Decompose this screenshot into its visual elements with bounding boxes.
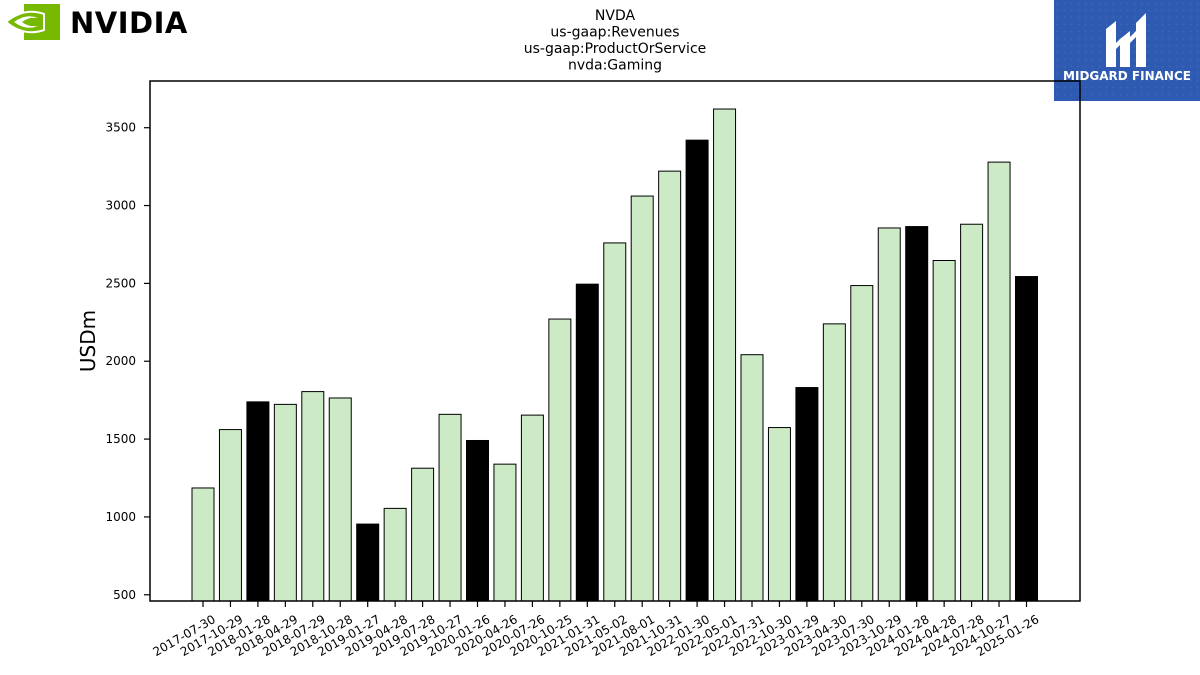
nvidia-logo: NVIDIA bbox=[4, 4, 194, 42]
bar-2017-07-30 bbox=[191, 487, 215, 602]
bar-2022-10-30 bbox=[767, 427, 791, 602]
bar-2021-05-02 bbox=[603, 242, 627, 602]
y-tick-label: 3000 bbox=[105, 199, 136, 213]
bar-2020-01-26 bbox=[466, 439, 489, 602]
plot-frame bbox=[149, 80, 1081, 602]
y-tick-label: 500 bbox=[113, 588, 136, 602]
chart-title-line: us-gaap:Revenues bbox=[550, 25, 679, 41]
bar-2023-07-30 bbox=[850, 285, 874, 602]
bar-2018-04-29 bbox=[273, 403, 297, 602]
bar-2019-07-28 bbox=[411, 467, 435, 602]
midgard-monogram-icon bbox=[1106, 13, 1146, 67]
y-tick-label: 1500 bbox=[105, 432, 136, 446]
bar-2022-05-01 bbox=[713, 108, 737, 602]
bar-2023-04-30 bbox=[822, 323, 846, 602]
bar-2020-07-26 bbox=[520, 414, 544, 602]
bar-2019-04-28 bbox=[383, 507, 407, 602]
x-axis: 2017-07-302017-10-292018-01-282018-04-29… bbox=[150, 601, 1041, 659]
bar-2025-01-26 bbox=[1015, 276, 1038, 602]
bar-2020-04-26 bbox=[493, 463, 517, 602]
y-axis-label: USDm bbox=[76, 310, 100, 372]
bar-2018-07-29 bbox=[301, 391, 325, 602]
bar-2017-10-29 bbox=[218, 429, 242, 602]
bar-2022-07-31 bbox=[740, 354, 764, 602]
bar-2021-08-01 bbox=[630, 195, 654, 602]
chart-title-line: NVDA bbox=[595, 8, 636, 24]
bar-2024-04-28 bbox=[932, 260, 956, 602]
y-tick-label: 2500 bbox=[105, 276, 136, 290]
nvidia-eye-icon bbox=[4, 4, 60, 40]
bar-2024-01-28 bbox=[905, 226, 929, 602]
y-tick-label: 2000 bbox=[105, 354, 136, 368]
bar-2018-10-28 bbox=[328, 397, 352, 602]
bar-2019-10-27 bbox=[438, 413, 462, 602]
midgard-wordmark: MIDGARD FINANCE bbox=[1063, 69, 1191, 83]
nvidia-wordmark: NVIDIA bbox=[70, 6, 188, 40]
bar-2018-01-28 bbox=[246, 401, 270, 602]
bar-2024-10-27 bbox=[987, 161, 1011, 602]
bar-2021-01-31 bbox=[575, 283, 599, 602]
bar-2021-10-31 bbox=[658, 170, 682, 602]
bar-series bbox=[191, 108, 1038, 602]
bar-2023-01-29 bbox=[795, 387, 819, 602]
y-axis: 500 1000 1500 2000 2500 3000 3500 bbox=[105, 121, 150, 602]
y-tick-label: 3500 bbox=[105, 121, 136, 135]
bar-2022-01-30 bbox=[685, 139, 709, 602]
chart-title: NVDAus-gaap:Revenuesus-gaap:ProductOrSer… bbox=[524, 8, 707, 74]
chart-title-line: nvda:Gaming bbox=[568, 58, 662, 74]
bar-2020-10-25 bbox=[548, 318, 572, 602]
bar-2024-07-28 bbox=[960, 223, 984, 602]
bar-2023-10-29 bbox=[877, 227, 901, 602]
bar-2019-01-27 bbox=[356, 523, 380, 602]
midgard-finance-logo: MIDGARD FINANCE bbox=[1054, 0, 1200, 101]
chart-title-line: us-gaap:ProductOrService bbox=[524, 41, 707, 57]
y-tick-label: 1000 bbox=[105, 510, 136, 524]
